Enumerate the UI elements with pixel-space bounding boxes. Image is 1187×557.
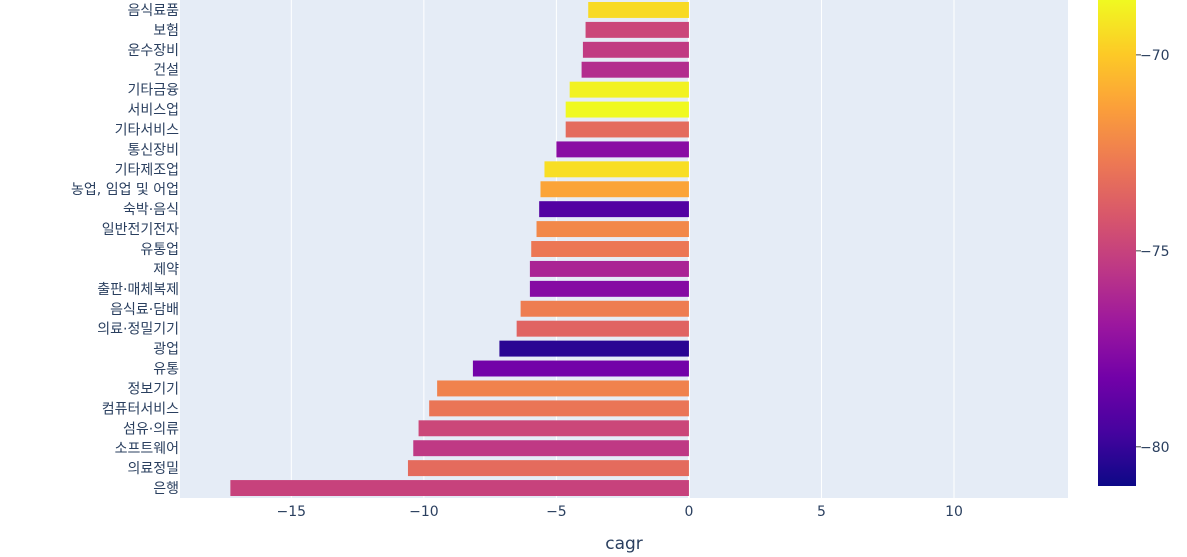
y-tick-label-11: 일반전기전자: [102, 222, 179, 238]
colorbar-tick-label-2: −80: [1140, 440, 1170, 456]
y-tick-label-10: 숙박·음식: [123, 202, 179, 218]
y-tick-label-3: 건설: [153, 63, 179, 79]
y-tick-label-16: 의료·정밀기기: [97, 322, 179, 338]
bar-4: [569, 81, 689, 98]
x-tick-label-2: −5: [546, 504, 567, 520]
bar-8: [544, 161, 689, 178]
bar-20: [429, 400, 689, 417]
x-tick-labels: −15 −10 −5 0 5 10: [277, 504, 963, 520]
y-tick-label-20: 컴퓨터서비스: [102, 401, 179, 417]
bar-23: [407, 460, 689, 477]
bar-12: [531, 241, 689, 257]
y-tick-label-13: 제약: [153, 262, 179, 278]
y-tick-label-22: 소프트웨어: [115, 441, 179, 457]
y-tick-label-5: 서비스업: [127, 103, 179, 119]
bar-18: [472, 360, 689, 377]
bar-22: [413, 440, 689, 457]
x-tick-label-0: −15: [277, 504, 307, 520]
bar-11: [536, 221, 689, 238]
bar-15: [520, 300, 689, 317]
y-tick-label-19: 정보기기: [127, 381, 179, 397]
y-tick-label-0: 음식료품: [127, 3, 179, 19]
x-tick-label-5: 10: [945, 504, 963, 520]
colorbar-tick-label-0: −70: [1140, 48, 1170, 64]
bar-19: [437, 380, 689, 397]
bar-10: [539, 201, 689, 218]
bar-2: [582, 41, 689, 58]
colorbar-gradient: [1098, 0, 1136, 486]
bar-16: [516, 320, 689, 337]
y-tick-label-23: 의료정밀: [127, 461, 179, 477]
bar-9: [540, 181, 689, 198]
y-tick-label-7: 통신장비: [127, 142, 179, 158]
x-tick-label-4: 5: [817, 504, 826, 520]
y-tick-label-4: 기타금융: [127, 83, 179, 99]
y-tick-label-2: 운수장비: [127, 43, 179, 59]
bar-0: [588, 1, 689, 18]
y-tick-label-17: 광업: [153, 342, 179, 358]
y-tick-label-9: 농업, 임업 및 어업: [71, 182, 179, 198]
bar-24: [230, 480, 689, 497]
bars: [230, 1, 689, 497]
y-tick-label-6: 기타서비스: [115, 122, 180, 138]
bar-6: [565, 121, 689, 138]
bar-14: [529, 280, 689, 297]
y-tick-label-12: 유통업: [140, 242, 179, 258]
y-tick-label-8: 기타제조업: [115, 162, 179, 178]
bar-13: [529, 260, 689, 277]
y-tick-label-18: 유통: [153, 362, 179, 378]
y-tick-label-21: 섬유·의류: [123, 421, 179, 437]
bar-17: [499, 340, 689, 357]
colorbar: −70 −75 −80: [1098, 0, 1170, 486]
colorbar-tick-label-1: −75: [1140, 244, 1170, 260]
bar-3: [581, 61, 689, 78]
x-tick-label-3: 0: [684, 504, 693, 520]
y-tick-label-15: 음식료·담배: [110, 302, 179, 318]
bar-1: [585, 21, 689, 38]
x-tick-label-1: −10: [409, 504, 439, 520]
bar-7: [556, 141, 689, 158]
x-axis-title: cagr: [605, 534, 643, 554]
y-tick-label-24: 은행: [153, 481, 179, 497]
bar-5: [565, 101, 689, 118]
y-tick-label-1: 보험: [153, 23, 179, 39]
y-tick-label-14: 출판·매체복제: [97, 282, 179, 298]
bar-21: [418, 420, 689, 437]
